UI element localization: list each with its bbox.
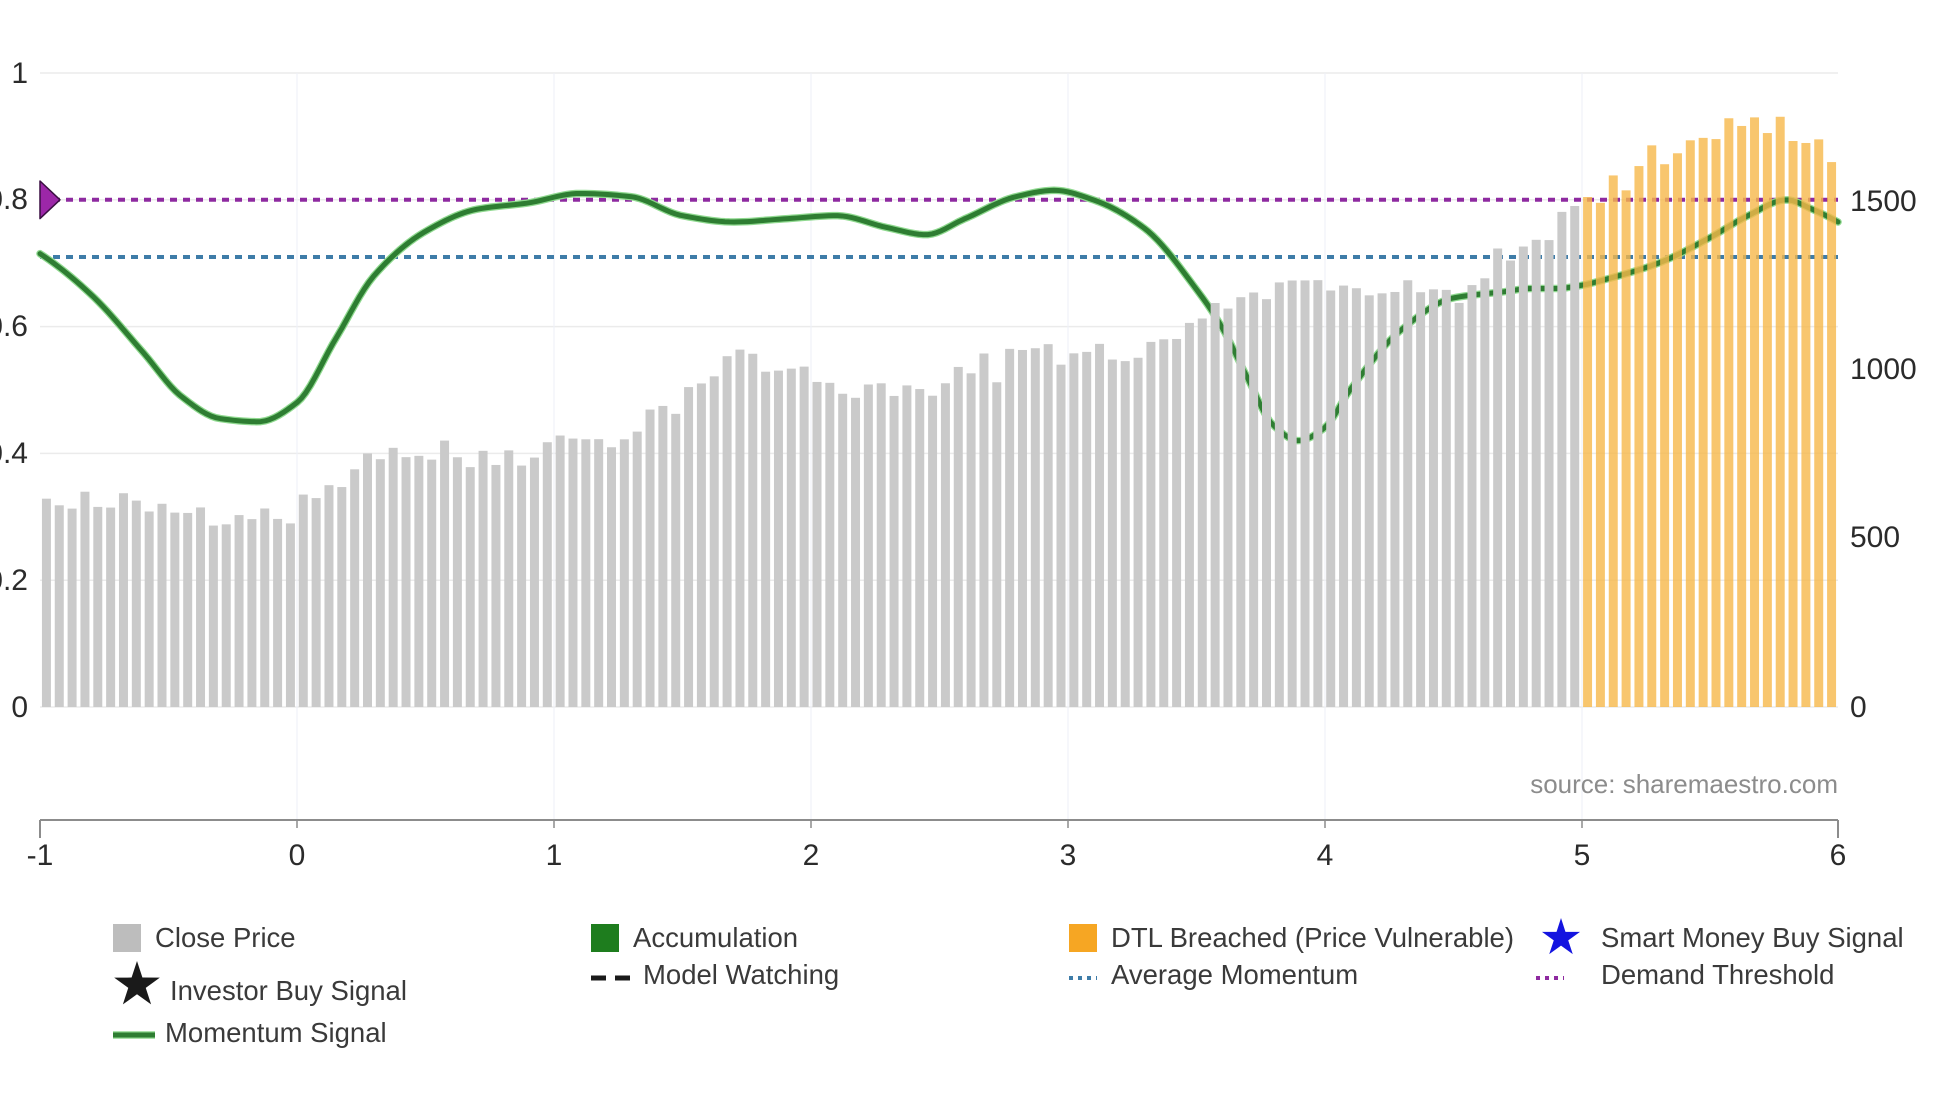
svg-text:source: sharemaestro.com: source: sharemaestro.com: [1530, 769, 1838, 799]
svg-text:1: 1: [11, 57, 28, 90]
svg-text:1500: 1500: [1850, 185, 1917, 218]
svg-text:Smart Money Buy Signal: Smart Money Buy Signal: [1601, 922, 1904, 953]
svg-text:Investor Buy Signal: Investor Buy Signal: [170, 975, 407, 1006]
svg-text:500: 500: [1850, 521, 1900, 554]
svg-text:Momentum Signal: Momentum Signal: [165, 1017, 387, 1048]
svg-text:0.2: 0.2: [0, 564, 28, 597]
svg-text:0.8: 0.8: [0, 183, 28, 216]
svg-text:5: 5: [1574, 839, 1591, 872]
svg-text:Model Watching: Model Watching: [643, 959, 839, 990]
svg-text:0: 0: [289, 839, 306, 872]
svg-text:1000: 1000: [1850, 353, 1917, 386]
svg-text:Demand Threshold: Demand Threshold: [1601, 959, 1834, 990]
svg-text:4: 4: [1317, 839, 1334, 872]
svg-text:-1: -1: [27, 839, 54, 872]
svg-text:0.4: 0.4: [0, 437, 28, 470]
svg-text:Accumulation: Accumulation: [633, 922, 798, 953]
svg-text:0: 0: [11, 691, 28, 724]
svg-text:0.6: 0.6: [0, 310, 28, 343]
svg-text:DTL Breached (Price Vulnerable: DTL Breached (Price Vulnerable): [1111, 922, 1514, 953]
svg-text:Close Price: Close Price: [155, 922, 296, 953]
svg-text:3: 3: [1060, 839, 1077, 872]
svg-text:2: 2: [803, 839, 820, 872]
svg-text:1: 1: [546, 839, 563, 872]
svg-text:6: 6: [1830, 839, 1847, 872]
svg-text:0: 0: [1850, 691, 1867, 724]
svg-text:Average Momentum: Average Momentum: [1111, 959, 1358, 990]
